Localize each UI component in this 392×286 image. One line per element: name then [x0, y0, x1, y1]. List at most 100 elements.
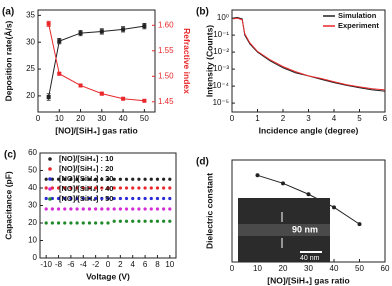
marker	[94, 196, 98, 201]
marker	[69, 186, 73, 190]
y-axis-label: Dielectric constant	[204, 173, 214, 249]
thickness-label: 90 nm	[292, 224, 318, 234]
marker	[87, 207, 92, 211]
marker	[63, 207, 67, 211]
x-tick-label: 30	[304, 264, 313, 273]
legend-label: [NO]/[SiH₄] : 20	[59, 164, 113, 173]
panel-label: (b)	[196, 7, 209, 18]
marker	[131, 186, 135, 190]
marker	[78, 83, 83, 88]
x-tick-label: 4	[332, 114, 337, 123]
marker	[281, 181, 285, 186]
y-tick-label: 10⁰	[217, 13, 229, 22]
marker	[100, 221, 104, 225]
marker	[118, 219, 122, 223]
x-tick-label: -4	[80, 260, 88, 269]
marker	[94, 221, 98, 225]
marker	[137, 207, 141, 211]
marker	[255, 173, 260, 178]
legend-label: [NO]/[SiH₄] : 50	[59, 194, 113, 203]
marker	[168, 207, 172, 211]
marker	[168, 196, 172, 201]
marker	[81, 221, 85, 225]
marker	[75, 207, 79, 211]
marker	[63, 221, 67, 225]
panel-label: (c)	[4, 150, 16, 161]
marker	[81, 207, 85, 211]
legend-swatch	[48, 187, 52, 191]
marker	[69, 221, 73, 225]
y-tick-label: 35	[26, 10, 35, 19]
marker	[44, 207, 48, 211]
x-tick-label: 0	[230, 264, 235, 273]
marker	[106, 196, 110, 201]
x-tick-label: 8	[155, 260, 160, 269]
marker	[56, 221, 61, 225]
y-tick-label: 20	[26, 91, 35, 100]
x-tick-label: 20	[279, 264, 288, 273]
x-tick-label: 50	[355, 264, 364, 273]
marker	[149, 196, 153, 201]
x-tick-label: -10	[40, 260, 52, 269]
y-tick-label: 30	[28, 201, 37, 210]
marker	[50, 207, 54, 211]
x-tick-label: 3	[306, 114, 311, 123]
x-axis-label: Voltage (V)	[86, 271, 130, 281]
marker	[100, 196, 104, 201]
marker	[124, 177, 129, 181]
marker	[81, 177, 85, 181]
x-tick-label: 10	[165, 260, 174, 269]
x-tick-label: -2	[92, 260, 100, 269]
legend-label: [NO]/[SiH₄] : 10	[59, 154, 113, 163]
film-layer	[238, 224, 330, 236]
marker	[87, 186, 92, 190]
legend-label: [NO]/[SiH₄] : 40	[59, 184, 113, 193]
marker	[69, 196, 73, 201]
marker	[357, 222, 362, 227]
marker	[44, 196, 48, 201]
marker	[142, 24, 147, 29]
y-tick-label: 0	[33, 253, 38, 262]
marker	[46, 94, 51, 99]
marker	[155, 219, 160, 223]
y-tick-label: 10⁻⁴	[212, 81, 229, 90]
marker	[94, 207, 98, 211]
marker	[46, 21, 51, 26]
marker	[143, 186, 147, 190]
x-axis-label: [NO]/[SiH₄] gas ratio	[267, 275, 349, 285]
marker	[81, 196, 85, 201]
marker	[50, 221, 54, 225]
marker	[118, 177, 122, 181]
x-tick-label: 2	[281, 114, 286, 123]
marker	[44, 177, 48, 181]
marker	[131, 219, 135, 223]
marker	[168, 219, 172, 223]
marker	[56, 196, 61, 201]
marker	[75, 186, 79, 190]
marker	[124, 207, 129, 211]
plot-frame	[37, 9, 156, 113]
marker	[124, 186, 129, 190]
marker	[69, 207, 73, 211]
marker	[155, 177, 160, 181]
x-axis-label: Incidence angle (degree)	[259, 125, 359, 135]
x-tick-label: 60	[381, 264, 390, 273]
marker	[63, 177, 67, 181]
x-tick-label: 40	[119, 114, 128, 123]
series-line	[233, 17, 386, 91]
marker	[75, 177, 79, 181]
series-line	[48, 23, 145, 102]
x-tick-label: 30	[97, 114, 106, 123]
legend-swatch	[48, 157, 52, 161]
y-tick-label: 40	[28, 183, 37, 192]
marker	[99, 91, 104, 96]
marker	[94, 177, 98, 181]
x-tick-label: 20	[76, 114, 85, 123]
x-tick-label: 6	[143, 260, 148, 269]
marker	[124, 219, 129, 223]
marker	[131, 196, 135, 201]
marker	[162, 177, 166, 181]
marker	[106, 207, 110, 211]
legend-label: Simulation	[338, 11, 377, 20]
marker	[143, 196, 147, 201]
